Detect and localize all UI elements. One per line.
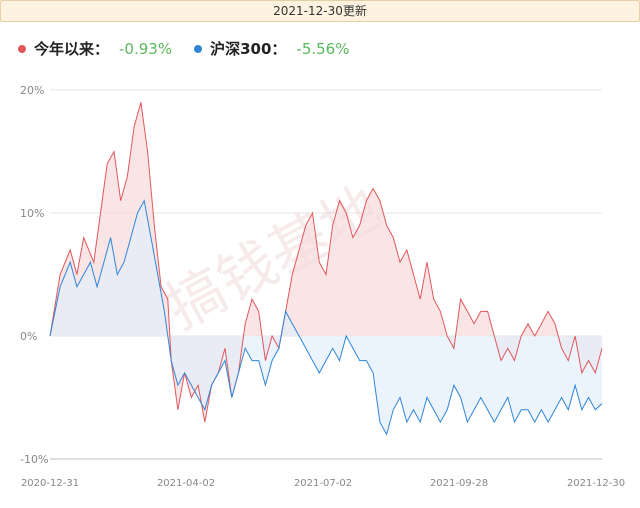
legend-value-csi300: -5.56% [296,39,350,58]
x-tick-label: 2021-12-30 [567,478,625,489]
legend-dot-ytd [18,44,26,53]
series-line-0 [49,102,603,423]
x-tick-label: 2021-04-02 [157,478,215,489]
y-tick-label: 20% [20,84,44,97]
x-tick-label: 2020-12-31 [21,478,79,489]
x-tick-label: 2021-07-02 [294,478,352,489]
legend-label-csi300: 沪深300： [210,40,287,58]
y-tick-label: 10% [20,207,44,220]
series-area-1 [50,200,602,435]
legend-label-ytd: 今年以来： [34,40,110,58]
x-tick-label: 2021-09-28 [430,478,488,489]
update-date-bar: 2021-12-30更新 [0,0,640,22]
y-tick-label: 0% [20,330,37,343]
y-tick-label: -10% [20,453,48,466]
series-line-1 [49,199,603,436]
legend-value-ytd: -0.93% [119,39,173,58]
chart-legend: 今年以来： -0.93% 沪深300： -5.56% [18,38,371,59]
legend-dot-csi300 [194,44,203,53]
